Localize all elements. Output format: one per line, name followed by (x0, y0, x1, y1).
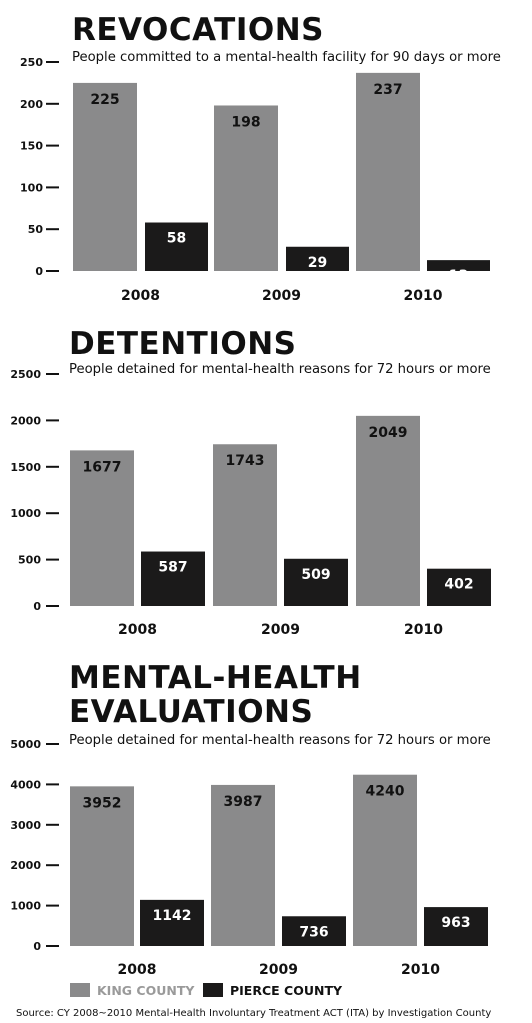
value-label-king-2008: 225 (90, 92, 119, 108)
bar-king-2009 (213, 444, 277, 606)
bar-king-2010 (356, 415, 420, 606)
chart-subtitle: People committed to a mental-health faci… (72, 50, 501, 65)
bar-king-2009 (211, 784, 275, 946)
value-label-pierce-2009: 509 (301, 567, 330, 583)
value-label-king-2009: 198 (231, 114, 260, 130)
bar-pierce-2009 (282, 916, 346, 946)
y-tick-label: 5000 (10, 738, 41, 751)
y-tick-label: 0 (33, 600, 41, 613)
y-tick-label: 150 (20, 140, 43, 153)
y-tick-label: 1000 (10, 507, 41, 520)
y-tick-label: 50 (28, 223, 44, 236)
value-label-pierce-2010: 13 (449, 268, 468, 284)
y-tick-label: 3000 (10, 819, 41, 832)
chart-panel-1: REVOCATIONS People committed to a mental-… (20, 12, 501, 304)
bar-pierce-2010 (427, 260, 490, 271)
bar-pierce-2008 (145, 222, 208, 271)
chart-subtitle: People detained for mental-health reason… (69, 362, 491, 377)
category-label-2008: 2008 (118, 962, 157, 978)
bar-pierce-2009 (284, 558, 348, 606)
legend-swatch-king (70, 983, 90, 997)
value-label-king-2009: 3987 (224, 794, 263, 810)
bar-pierce-2008 (141, 551, 205, 606)
category-label-2009: 2009 (261, 622, 300, 638)
category-label-2009: 2009 (259, 962, 298, 978)
category-label-2008: 2008 (121, 288, 160, 304)
y-tick-label: 100 (20, 181, 43, 194)
value-label-king-2008: 3952 (83, 795, 122, 811)
bar-king-2008 (70, 450, 134, 606)
y-tick-label: 0 (35, 265, 43, 278)
bar-king-2008 (70, 786, 134, 946)
y-tick-label: 2000 (10, 414, 41, 427)
chart-title: EVALUATIONS (69, 694, 313, 730)
y-tick-label: 1500 (10, 461, 41, 474)
legend-swatch-pierce (203, 983, 223, 997)
bar-pierce-2010 (424, 907, 488, 946)
legend-label-pierce: PIERCE COUNTY (230, 983, 343, 998)
category-label-2010: 2010 (404, 622, 443, 638)
legend: KING COUNTY PIERCE COUNTY (70, 983, 343, 998)
value-label-pierce-2010: 402 (444, 577, 473, 593)
y-tick-label: 4000 (10, 778, 41, 791)
chart-title: REVOCATIONS (72, 12, 324, 48)
value-label-pierce-2009: 29 (308, 255, 327, 271)
bar-pierce-2008 (140, 899, 204, 946)
source-note: Source: CY 2008~2010 Mental-Health Invol… (16, 1008, 491, 1019)
chart-subtitle: People detained for mental-health reason… (69, 733, 491, 748)
value-label-pierce-2008: 1142 (153, 908, 192, 924)
value-label-pierce-2010: 963 (441, 915, 470, 931)
value-label-king-2010: 4240 (366, 784, 405, 800)
chart-panels: REVOCATIONS People committed to a mental-… (10, 12, 501, 978)
y-tick-label: 2500 (10, 368, 41, 381)
chart-title: MENTAL-HEALTH (69, 660, 362, 696)
value-label-king-2010: 2049 (369, 425, 408, 441)
bar-pierce-2009 (286, 246, 349, 271)
bar-king-2008 (73, 82, 137, 272)
value-label-pierce-2009: 736 (299, 924, 328, 940)
chart-title: DETENTIONS (69, 326, 296, 362)
category-label-2009: 2009 (262, 288, 301, 304)
bar-pierce-2010 (427, 568, 491, 606)
bar-king-2010 (356, 72, 420, 271)
category-label-2008: 2008 (118, 622, 157, 638)
y-tick-label: 0 (33, 940, 41, 953)
value-label-pierce-2008: 58 (167, 231, 186, 247)
y-tick-label: 500 (18, 554, 41, 567)
value-label-king-2010: 237 (373, 82, 402, 98)
legend-label-king: KING COUNTY (97, 983, 195, 998)
category-label-2010: 2010 (401, 962, 440, 978)
category-label-2010: 2010 (404, 288, 443, 304)
y-tick-label: 1000 (10, 900, 41, 913)
y-tick-label: 200 (20, 98, 43, 111)
value-label-king-2008: 1677 (83, 459, 122, 475)
bar-king-2009 (214, 105, 278, 271)
value-label-king-2009: 1743 (226, 453, 265, 469)
y-tick-label: 250 (20, 56, 43, 69)
y-tick-label: 2000 (10, 859, 41, 872)
value-label-pierce-2008: 587 (158, 560, 187, 576)
bar-king-2010 (353, 774, 417, 946)
